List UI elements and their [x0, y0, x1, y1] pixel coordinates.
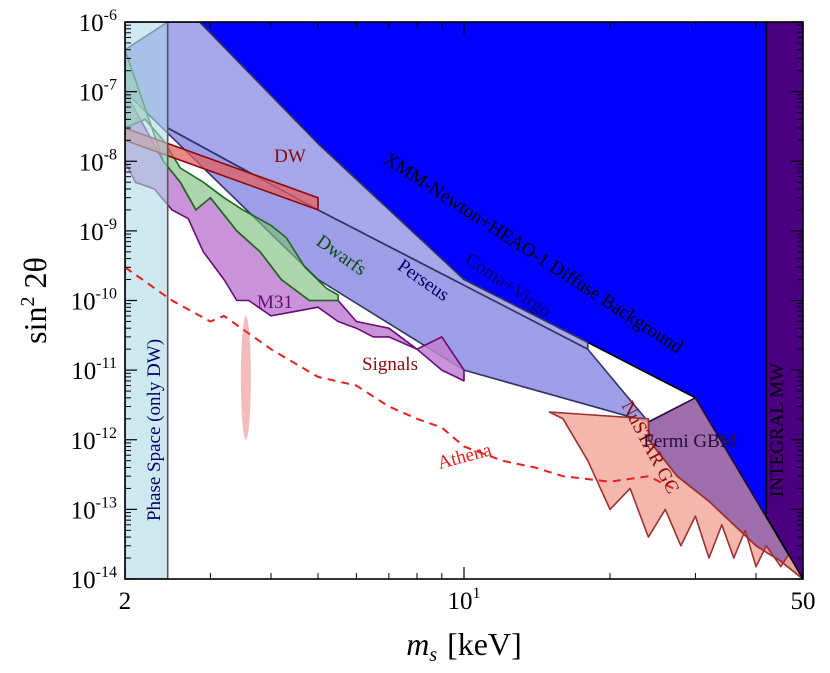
- y-tick-base: 10: [79, 80, 104, 107]
- axis-labels: ms [keV] sin22θ: [17, 257, 522, 666]
- label-phase-space-only-dw: Phase Space (only DW): [144, 339, 165, 521]
- y-tick-base: 10: [79, 149, 104, 176]
- y-tick-exponent: -7: [104, 77, 117, 94]
- x-axis-label: ms [keV]: [406, 626, 522, 666]
- y-tick-label: 10-11: [71, 355, 117, 385]
- y-tick-base: 10: [71, 358, 96, 385]
- x-tick-base: 2: [119, 588, 132, 615]
- y-axis-rest: 2θ: [17, 257, 53, 288]
- y-tick-label: 10-7: [79, 77, 117, 107]
- label-integral-mw: INTEGRAL MW: [767, 363, 788, 497]
- x-axis-symbol: m: [406, 626, 429, 662]
- y-tick-label: 10-9: [79, 216, 117, 246]
- y-tick-exponent: -6: [104, 7, 117, 24]
- y-tick-exponent: -10: [96, 286, 117, 303]
- y-tick-base: 10: [79, 219, 104, 246]
- y-tick-label: 10-14: [71, 564, 117, 594]
- y-tick-exponent: -9: [104, 216, 117, 233]
- y-tick-base: 10: [79, 10, 104, 37]
- y-axis-label: sin2 2θ: [17, 257, 53, 344]
- y-axis-superscript: 2: [17, 296, 39, 306]
- y-tick-exponent: -14: [96, 564, 117, 581]
- plot-frame: [124, 21, 804, 580]
- y-tick-base: 10: [71, 428, 96, 455]
- y-tick-exponent: -12: [96, 425, 117, 442]
- y-tick-exponent: -13: [96, 494, 117, 511]
- x-axis-unit: [keV]: [447, 626, 522, 662]
- y-tick-base: 10: [71, 289, 96, 316]
- x-axis-subscript: s: [429, 644, 437, 666]
- y-tick-base: 10: [71, 497, 96, 524]
- lines-layer: [125, 266, 674, 490]
- label-fermi-gbm: Fermi GBM: [643, 431, 737, 452]
- label-athena: Athena: [435, 439, 494, 474]
- y-tick-label: 10-10: [71, 286, 117, 316]
- label-dw: DW: [274, 146, 306, 167]
- x-tick-base: 50: [791, 588, 816, 615]
- label-signals: Signals: [362, 354, 418, 375]
- y-tick-label: 10-12: [71, 425, 117, 455]
- y-tick-base: 10: [71, 567, 96, 594]
- y-tick-label: 10-8: [79, 146, 117, 176]
- regions-layer: [125, 22, 803, 579]
- region-dw: [125, 127, 319, 211]
- y-tick-exponent: -11: [96, 355, 117, 372]
- signal-marker: [240, 315, 251, 440]
- region-nustar-gc: [548, 411, 803, 579]
- x-tick-label: 2: [119, 588, 132, 615]
- y-tick-label: 10-6: [79, 7, 117, 37]
- y-tick-exponent: -8: [104, 146, 117, 163]
- signals-layer: [240, 315, 251, 440]
- x-tick-base: 10: [448, 588, 473, 615]
- y-axis-text: sin: [17, 306, 53, 343]
- label-m31: M31: [257, 292, 293, 313]
- y-tick-label: 10-13: [71, 494, 117, 524]
- x-tick-label: 101: [448, 585, 481, 615]
- line-athena: [125, 266, 674, 490]
- x-tick-exponent: 1: [473, 585, 481, 602]
- x-tick-label: 50: [791, 588, 816, 615]
